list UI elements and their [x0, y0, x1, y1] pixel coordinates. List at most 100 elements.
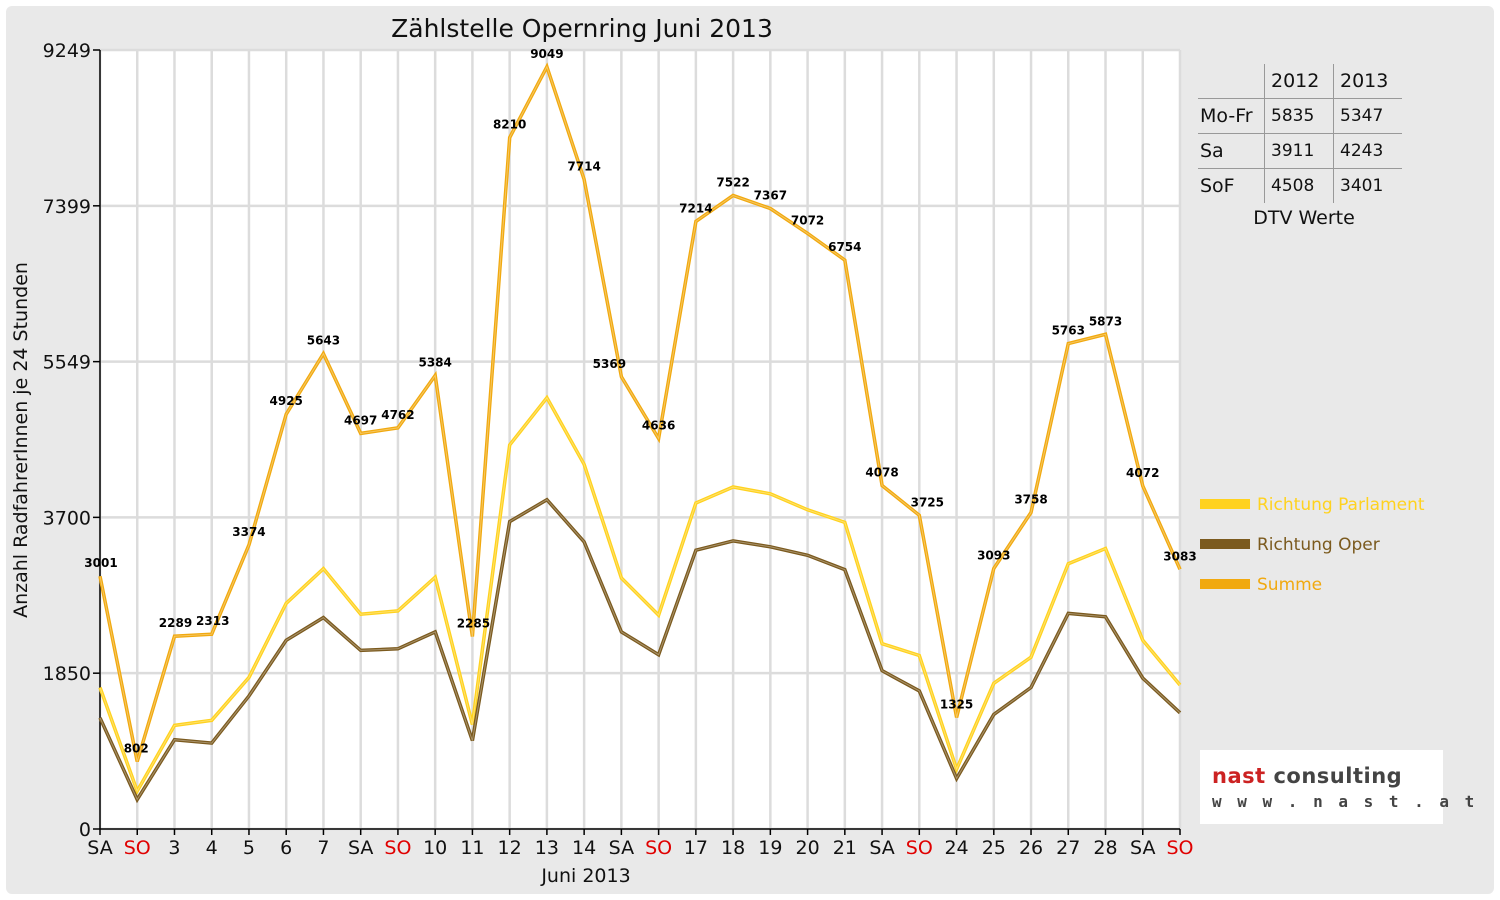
row-label: Mo-Fr	[1198, 98, 1265, 134]
x-tick-label: 11	[460, 837, 484, 859]
logo-part-nast: nast	[1212, 764, 1266, 788]
x-tick-label: SA	[348, 837, 373, 859]
series-lines	[98, 62, 1182, 804]
cell-value: 3911	[1264, 133, 1334, 169]
legend-swatch	[1200, 539, 1250, 549]
grid	[98, 48, 1182, 831]
row-label: SoF	[1200, 175, 1235, 197]
series-line-highlight-1	[99, 499, 1181, 801]
x-tick-label: 21	[833, 837, 857, 859]
data-label: 4636	[642, 419, 675, 433]
data-label: 9049	[530, 47, 563, 61]
legend-label: Richtung Parlament	[1257, 495, 1425, 515]
legend-swatch	[1200, 579, 1250, 589]
x-tick-label: 28	[1093, 837, 1117, 859]
series-line-highlight-2	[99, 65, 1181, 762]
data-label: 7714	[567, 159, 600, 173]
data-labels: 3001 802 2289 2313 3374 4925 5643 4697 4762 5384 2…	[84, 47, 1196, 756]
data-label: 5384	[418, 356, 451, 370]
x-tick-label: 4	[206, 837, 218, 859]
data-label: 3725	[911, 495, 944, 509]
y-tick-label: 5549	[43, 352, 91, 374]
data-label: 3374	[232, 525, 265, 539]
table-caption: DTV Werte	[1253, 207, 1355, 229]
x-tick-label: 13	[535, 837, 559, 859]
x-tick-label: SA	[609, 837, 634, 859]
data-label: 3083	[1163, 549, 1196, 563]
cell-value: 4243	[1333, 133, 1402, 169]
series-line-1	[98, 497, 1182, 804]
table-row: SoF 4508 3401	[1198, 168, 1402, 203]
y-tick-label: 1850	[43, 663, 91, 685]
x-tick-label: SO	[384, 837, 411, 859]
y-tick-label: 7399	[43, 196, 91, 218]
series-line-highlight-0	[99, 396, 1181, 793]
ticks: 0 1850 3700 5549 7399 9249 SA SO 3 4 5 6 7 SA SO 10 11 12…	[43, 40, 1194, 859]
logo-wordmark: nast consulting	[1212, 764, 1402, 788]
cell-value: 5347	[1333, 98, 1402, 134]
cell-value: 5835	[1264, 98, 1334, 134]
legend: Richtung Parlament Richtung Oper Summe	[1200, 495, 1425, 595]
legend-swatch	[1200, 499, 1250, 509]
data-label: 4697	[344, 413, 377, 427]
x-tick-label: 18	[721, 837, 745, 859]
data-label: 6754	[828, 240, 861, 254]
x-tick-label: SO	[906, 837, 933, 859]
data-label: 3758	[1014, 492, 1047, 506]
data-label: 7367	[754, 189, 787, 203]
table-corner	[1198, 64, 1265, 99]
x-tick-label: 24	[944, 837, 968, 859]
x-tick-label: 25	[982, 837, 1006, 859]
x-tick-label: 17	[684, 837, 708, 859]
series-line-2	[98, 62, 1182, 762]
data-label: 7214	[679, 201, 712, 215]
y-tick-label: 9249	[43, 40, 91, 62]
legend-label: Summe	[1257, 575, 1322, 595]
data-label: 2289	[159, 616, 192, 630]
x-tick-label: SA	[87, 837, 112, 859]
data-label: 5643	[307, 334, 340, 348]
cell-value: 4508	[1264, 168, 1334, 203]
series-line-0	[98, 394, 1182, 796]
data-label: 802	[124, 741, 149, 755]
logo-part-consulting: consulting	[1273, 764, 1403, 788]
data-label: 7072	[791, 213, 824, 227]
table-row: Mo-Fr 5835 5347	[1198, 98, 1402, 134]
data-label: 7522	[716, 175, 749, 189]
legend-label: Richtung Oper	[1257, 535, 1380, 555]
x-tick-label: SO	[645, 837, 672, 859]
header-2013: 2013	[1333, 64, 1402, 99]
x-tick-label: 5	[243, 837, 255, 859]
dtv-table: 2012 2013 Mo-Fr 5835 5347 Sa 3911 4243 S…	[1198, 64, 1410, 229]
data-label: 4078	[865, 466, 898, 480]
data-label: 5873	[1089, 314, 1122, 328]
data-label: 3001	[84, 556, 117, 570]
data-label: 5369	[593, 357, 626, 371]
data-label: 1325	[940, 697, 973, 711]
x-tick-label: 20	[795, 837, 819, 859]
x-tick-label: 6	[280, 837, 292, 859]
y-tick-label: 0	[79, 819, 91, 841]
data-label: 2285	[457, 617, 490, 631]
x-tick-label: SO	[124, 837, 151, 859]
x-tick-label: 19	[758, 837, 782, 859]
x-tick-label: 10	[423, 837, 447, 859]
plot-area	[100, 50, 1180, 829]
x-tick-label: 14	[572, 837, 596, 859]
axes	[99, 50, 1180, 830]
data-label: 4072	[1126, 466, 1159, 480]
nast-consulting-logo: nast consulting w w w . n a s t . a t	[1200, 750, 1474, 824]
row-label: Sa	[1198, 133, 1265, 169]
chart-title: Zählstelle Opernring Juni 2013	[391, 14, 773, 43]
x-tick-label: SA	[869, 837, 894, 859]
data-label: 8210	[493, 118, 526, 132]
x-tick-label: SO	[1166, 837, 1193, 859]
data-label: 3093	[977, 548, 1010, 562]
y-axis-label: Anzahl RadfahrerInnen je 24 Stunden	[10, 262, 32, 618]
data-label: 5763	[1052, 324, 1085, 338]
cell-value: 3401	[1333, 168, 1402, 203]
x-tick-label: 27	[1056, 837, 1080, 859]
x-tick-label: SA	[1130, 837, 1155, 859]
x-tick-label: 12	[498, 837, 522, 859]
